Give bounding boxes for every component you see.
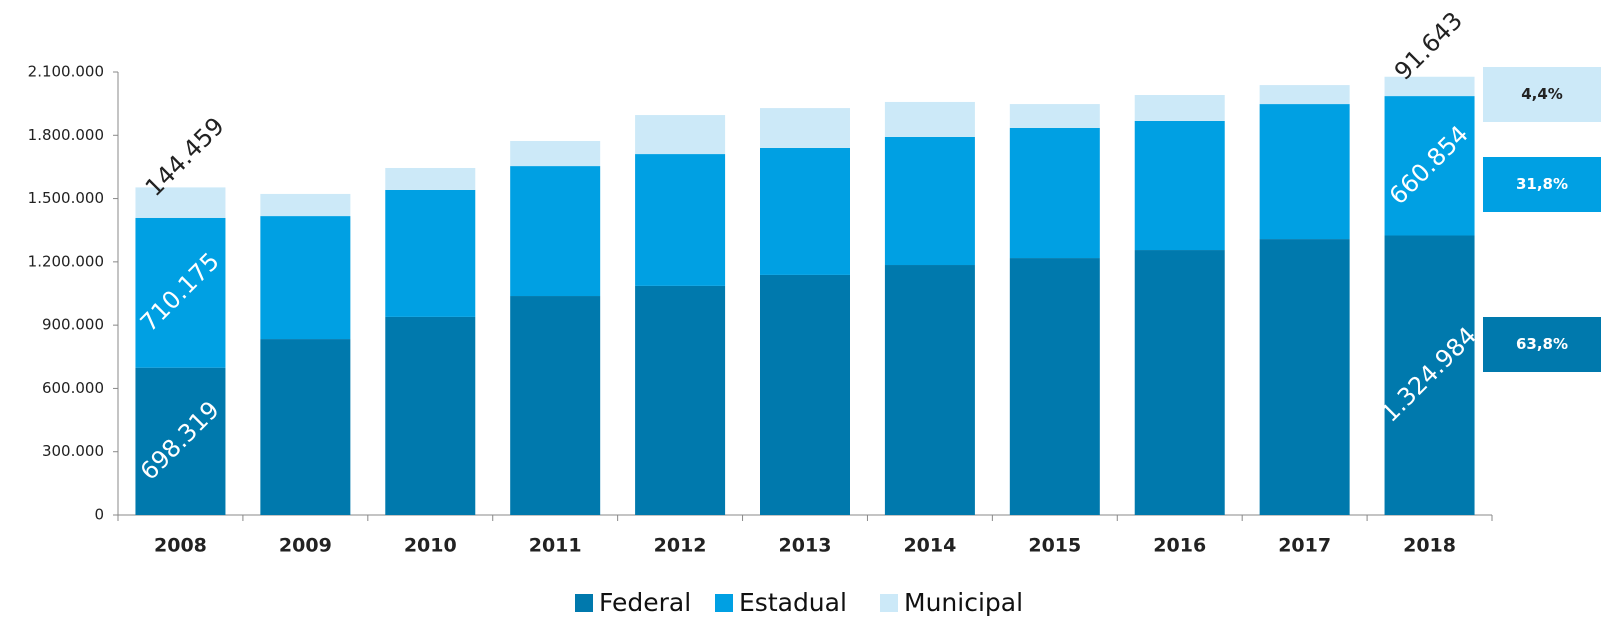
bar-segment xyxy=(260,216,351,340)
bar-segment xyxy=(510,166,601,297)
y-tick-label: 2.100.000 xyxy=(28,63,104,81)
x-tick-label: 2011 xyxy=(529,535,582,557)
bar-segment xyxy=(1009,104,1100,128)
bar-segment xyxy=(260,193,351,217)
bar-segment xyxy=(635,285,726,515)
x-tick-label: 2015 xyxy=(1028,535,1081,557)
bar-segment xyxy=(635,154,726,286)
y-tick-label: 600.000 xyxy=(42,379,104,397)
share-label: 4,4% xyxy=(1521,85,1563,103)
y-tick-label: 1.500.000 xyxy=(28,189,104,207)
share-box xyxy=(1483,67,1601,122)
x-tick-label: 2013 xyxy=(779,535,832,557)
bar-segment xyxy=(884,136,975,266)
y-tick-label: 1.200.000 xyxy=(28,252,104,270)
bar-segment xyxy=(760,108,850,148)
bar-segment xyxy=(884,265,975,515)
legend-swatch xyxy=(715,594,733,612)
bar-segment xyxy=(1384,96,1475,236)
bar-segment xyxy=(135,367,226,515)
bar-segment xyxy=(385,167,476,190)
share-label: 63,8% xyxy=(1516,335,1568,353)
x-tick-label: 2016 xyxy=(1153,535,1206,557)
bar-segment xyxy=(510,296,601,515)
y-tick-label: 0 xyxy=(94,506,104,524)
bar-segment xyxy=(135,217,226,368)
data-label: 91.643 xyxy=(1389,6,1468,85)
bar-segment xyxy=(1134,250,1225,515)
share-box xyxy=(1483,157,1601,212)
x-tick-label: 2008 xyxy=(154,535,207,557)
bar-segment xyxy=(760,147,850,275)
share-box xyxy=(1483,317,1601,372)
bar-segment xyxy=(510,140,601,167)
y-tick-label: 900.000 xyxy=(42,316,104,334)
bar-segment xyxy=(1259,239,1350,515)
legend-swatch xyxy=(880,594,898,612)
bar-segment xyxy=(1259,104,1350,240)
bar-segment xyxy=(1259,85,1350,105)
bar-segment xyxy=(1134,120,1225,251)
bar-segment xyxy=(760,274,850,515)
x-tick-label: 2017 xyxy=(1278,535,1331,557)
bar-segment xyxy=(260,339,351,515)
x-tick-label: 2014 xyxy=(903,535,956,557)
bar-segment xyxy=(135,187,226,218)
legend-swatch xyxy=(575,594,593,612)
bar-segment xyxy=(884,101,975,137)
x-tick-label: 2010 xyxy=(404,535,457,557)
bar-segment xyxy=(1384,235,1475,516)
x-tick-label: 2009 xyxy=(279,535,332,557)
bar-segment xyxy=(385,316,476,515)
y-tick-label: 1.800.000 xyxy=(28,126,104,144)
bar-segment xyxy=(1009,258,1100,515)
x-tick-label: 2018 xyxy=(1403,535,1456,557)
legend-label: Federal xyxy=(599,588,691,617)
y-tick-label: 300.000 xyxy=(42,442,104,460)
share-label: 31,8% xyxy=(1516,175,1568,193)
bar-segment xyxy=(1134,94,1225,121)
bar-segment xyxy=(635,115,726,155)
bar-segment xyxy=(385,189,476,317)
bar-segment xyxy=(1384,76,1475,97)
legend-label: Municipal xyxy=(904,588,1023,617)
bar-segment xyxy=(1009,127,1100,259)
x-tick-label: 2012 xyxy=(654,535,707,557)
legend-label: Estadual xyxy=(739,588,847,617)
